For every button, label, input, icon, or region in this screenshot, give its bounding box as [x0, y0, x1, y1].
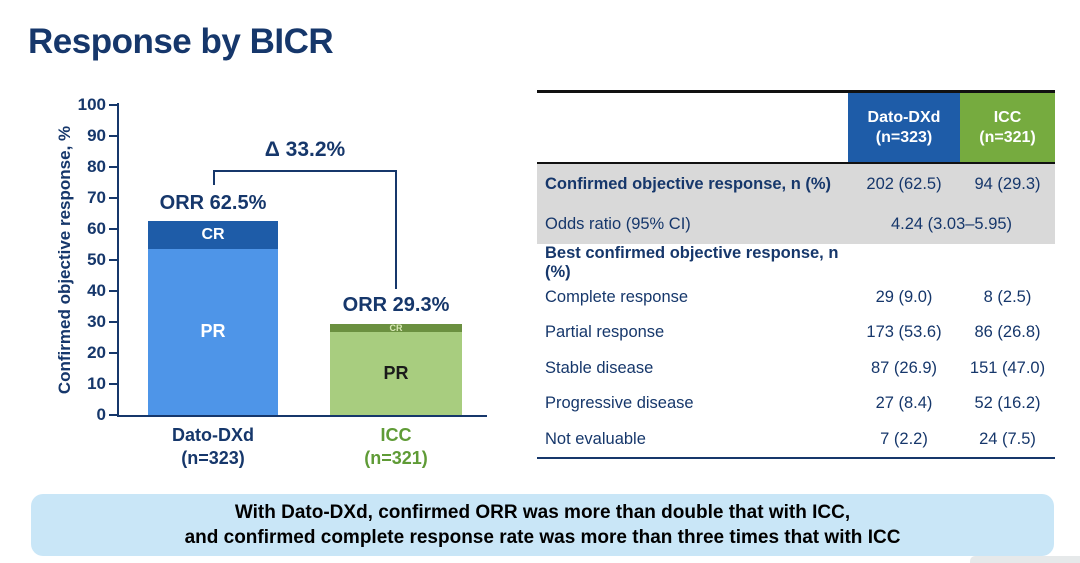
y-axis-tick-mark — [109, 166, 118, 168]
y-axis-tick-label: 70 — [87, 188, 106, 207]
bar-segment-cr: CR — [148, 221, 278, 249]
row-value-dato: 87 (26.9) — [870, 358, 938, 377]
table-row: Not evaluable 7 (2.2) 24 (7.5) — [537, 422, 1055, 458]
y-axis-tick-mark — [109, 104, 118, 106]
page-title: Response by BICR — [28, 22, 334, 61]
segment-label-pr: PR — [383, 362, 409, 383]
table-header-row: Dato-DXd (n=323) ICC (n=321) — [537, 93, 1055, 164]
y-axis-tick-mark — [109, 414, 118, 416]
x-category-dato: Dato-DXd (n=323) — [138, 424, 288, 470]
row-value-icc: 24 (7.5) — [979, 429, 1036, 448]
x-category-icc-name: ICC — [380, 425, 412, 445]
row-value-dato: 29 (9.0) — [875, 287, 933, 306]
table-row: Stable disease 87 (26.9) 151 (47.0) — [537, 351, 1055, 387]
results-table: Dato-DXd (n=323) ICC (n=321) Confirmed o… — [537, 90, 1055, 459]
y-axis-tick-label: 30 — [87, 312, 106, 331]
delta-annotation: Δ 33.2% — [264, 138, 346, 161]
bar-segment-cr: CR — [330, 323, 462, 334]
row-label: Complete response — [545, 287, 689, 306]
table-row: Confirmed objective response, n (%) 202 … — [537, 164, 1055, 204]
delta-bracket-right-line — [395, 170, 397, 289]
row-label: Not evaluable — [545, 429, 646, 448]
orr-label-dato: ORR 62.5% — [159, 192, 267, 214]
bar-icc: CR PR — [330, 323, 462, 415]
y-axis-tick-label: 20 — [87, 343, 106, 362]
y-axis-tick-mark — [109, 352, 118, 354]
y-axis-tick-label: 0 — [96, 405, 106, 424]
bar-dato-dxd: CR PR — [148, 221, 278, 415]
y-axis-line — [117, 103, 119, 417]
bar-segment-pr: PR — [330, 331, 462, 415]
delta-bracket-top — [213, 170, 397, 172]
x-category-icc: ICC (n=321) — [321, 424, 471, 470]
row-label: Partial response — [545, 323, 665, 342]
table-header-empty — [537, 93, 848, 162]
row-label: Progressive disease — [545, 394, 694, 413]
header-dato-name: Dato-DXd — [867, 108, 941, 126]
orr-label-icc: ORR 29.3% — [342, 294, 450, 316]
row-value-icc: 94 (29.3) — [974, 174, 1041, 193]
y-axis-tick-mark — [109, 135, 118, 137]
y-axis-tick-label: 60 — [87, 219, 106, 238]
summary-line-1: With Dato-DXd, confirmed ORR was more th… — [234, 502, 851, 523]
footer-strip — [970, 556, 1080, 563]
table-header-icc: ICC (n=321) — [960, 93, 1055, 162]
x-category-dato-name: Dato-DXd — [172, 425, 254, 445]
x-axis-line — [117, 415, 487, 417]
row-value-span: 4.24 (3.03–5.95) — [890, 214, 1013, 233]
y-axis-tick-label: 100 — [77, 95, 106, 114]
table-row: Progressive disease 27 (8.4) 52 (16.2) — [537, 386, 1055, 422]
bar-segment-pr: PR — [148, 248, 278, 415]
row-label: Confirmed objective response, n (%) — [545, 174, 832, 193]
table-row: Partial response 173 (53.6) 86 (26.8) — [537, 315, 1055, 351]
row-value-icc: 86 (26.8) — [974, 323, 1041, 342]
segment-label-cr: CR — [389, 323, 403, 334]
y-axis-tick-label: 40 — [87, 281, 106, 300]
table-row: Best confirmed objective response, n (%) — [537, 244, 1055, 281]
summary-line-2: and confirmed complete response rate was… — [184, 527, 901, 548]
y-axis-tick-mark — [109, 259, 118, 261]
row-value-dato: 173 (53.6) — [866, 323, 942, 342]
header-icc-name: ICC — [993, 108, 1022, 126]
y-axis-tick-mark — [109, 321, 118, 323]
x-category-icc-n: (n=321) — [364, 448, 428, 468]
y-axis-tick-mark — [109, 290, 118, 292]
y-axis-tick-label: 50 — [87, 250, 106, 269]
table-row: Complete response 29 (9.0) 8 (2.5) — [537, 280, 1055, 316]
y-axis-tick-mark — [109, 383, 118, 385]
y-axis-tick-label: 80 — [87, 157, 106, 176]
row-value-icc: 8 (2.5) — [983, 287, 1032, 306]
row-value-dato: 7 (2.2) — [880, 429, 928, 448]
row-value-dato: 202 (62.5) — [866, 174, 942, 193]
row-value-dato: 27 (8.4) — [875, 394, 933, 413]
row-label: Best confirmed objective response, n (%) — [545, 244, 839, 281]
segment-label-pr: PR — [200, 321, 226, 342]
header-dato-n: (n=323) — [875, 128, 933, 146]
table-row: Odds ratio (95% CI) 4.24 (3.03–5.95) — [537, 204, 1055, 244]
segment-label-cr: CR — [201, 226, 225, 244]
y-axis-tick-mark — [109, 228, 118, 230]
x-category-dato-n: (n=323) — [181, 448, 245, 468]
row-label: Stable disease — [545, 358, 654, 377]
y-axis-tick-label: 90 — [87, 126, 106, 145]
row-value-icc: 52 (16.2) — [974, 394, 1041, 413]
y-axis-tick-mark — [109, 197, 118, 199]
table-header-dato: Dato-DXd (n=323) — [848, 93, 960, 162]
row-value-icc: 151 (47.0) — [969, 358, 1046, 377]
row-label: Odds ratio (95% CI) — [545, 214, 691, 233]
header-icc-n: (n=321) — [979, 128, 1036, 146]
summary-banner: With Dato-DXd, confirmed ORR was more th… — [31, 494, 1054, 556]
delta-bracket-left-tick — [213, 170, 215, 185]
y-axis-tick-label: 10 — [87, 374, 106, 393]
bar-chart: Confirmed objective response, % Δ 33.2% … — [0, 0, 520, 480]
